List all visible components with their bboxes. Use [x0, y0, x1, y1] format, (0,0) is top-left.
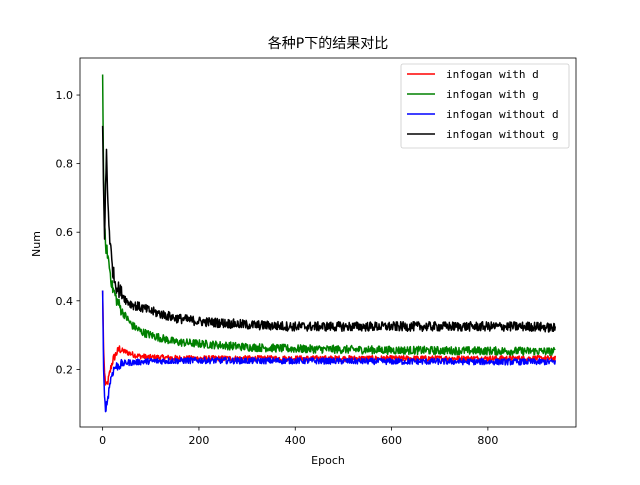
legend-label-1: infogan with d	[446, 68, 539, 81]
y-tick-label: 0.8	[56, 158, 74, 171]
legend-label-3: infogan without d	[446, 108, 559, 121]
y-tick-label: 1.0	[56, 89, 74, 102]
axes: 0 200 400 600 800 0.2 0.4 0.6 0.8 1.0	[56, 57, 577, 447]
x-tick-label: 800	[477, 434, 498, 447]
series-line-2	[101, 74, 556, 357]
y-tick-label: 0.2	[56, 363, 74, 376]
axes-frame	[79, 57, 577, 428]
x-tick-label: 600	[381, 434, 402, 447]
legend-label-4: infogan without g	[446, 128, 559, 141]
series-line-4	[101, 125, 557, 333]
y-tick-label: 0.4	[56, 295, 74, 308]
x-tick-label: 200	[188, 434, 209, 447]
legend: infogan with d infogan with g infogan with…	[400, 63, 570, 149]
x-axis-label: Epoch	[311, 454, 345, 467]
y-tick-label: 0.6	[56, 226, 74, 239]
x-tick-label: 400	[285, 434, 306, 447]
legend-box	[400, 63, 570, 149]
plot-area	[101, 74, 557, 413]
legend-label-2: infogan with g	[446, 88, 539, 101]
chart-title: 各种P下的结果对比	[268, 36, 388, 52]
y-axis-label: Num	[30, 231, 43, 257]
x-tick-label: 0	[99, 434, 106, 447]
series-line-3	[101, 290, 557, 413]
